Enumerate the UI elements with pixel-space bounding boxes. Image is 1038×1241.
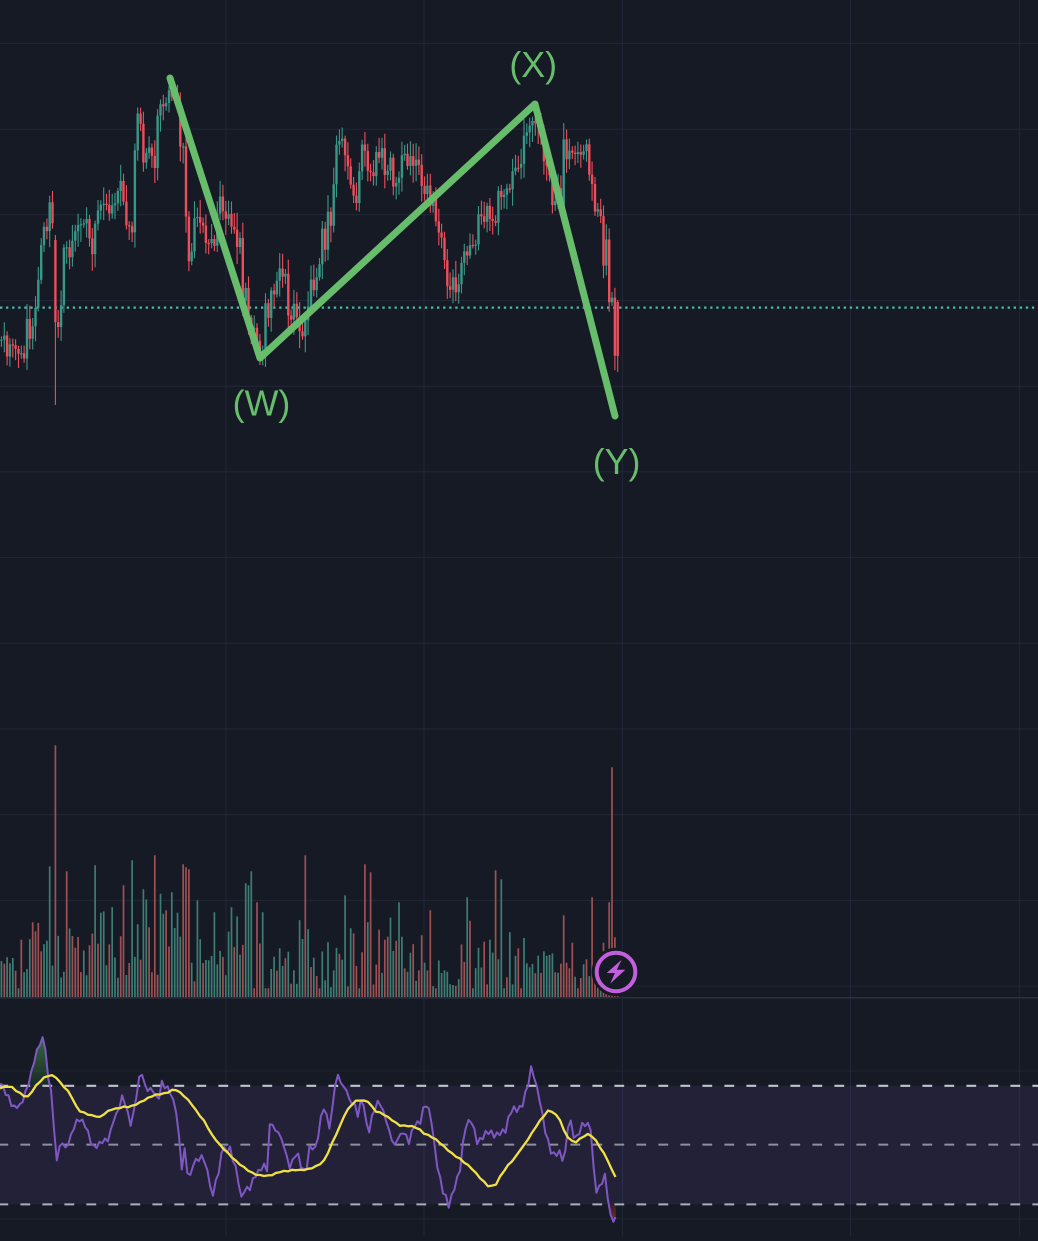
- svg-text:(W): (W): [233, 383, 291, 423]
- svg-text:(Y): (Y): [593, 442, 641, 482]
- svg-text:(X): (X): [509, 45, 557, 85]
